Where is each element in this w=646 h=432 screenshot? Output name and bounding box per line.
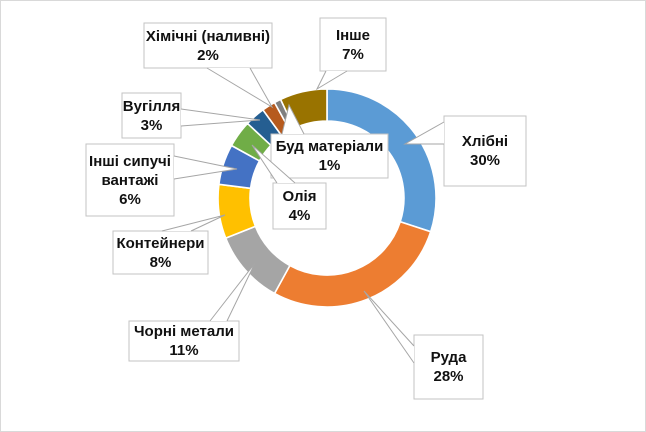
callout-box-8 (270, 133, 389, 179)
leader-pointer-8 (281, 103, 305, 135)
leader-pointer-5 (251, 144, 296, 184)
donut-segment-2 (224, 225, 291, 295)
callout-box-9 (319, 17, 387, 72)
leader-pointer-7 (206, 67, 274, 109)
callout-boxes (85, 17, 527, 400)
callout-pointers (161, 67, 445, 364)
callout-box-2 (128, 320, 240, 362)
leader-pointer-9 (315, 70, 348, 91)
leader-pointer-4 (173, 155, 238, 180)
leader-pointer-1 (363, 290, 415, 364)
donut-segments (217, 88, 437, 308)
callout-box-5 (272, 182, 327, 230)
callout-box-1 (413, 334, 484, 400)
callout-box-7 (143, 22, 273, 69)
leader-pointer-3 (161, 214, 226, 232)
callout-box-0 (443, 115, 527, 187)
leader-pointer-0 (403, 121, 445, 145)
leader-pointer-6 (180, 108, 261, 127)
callout-box-6 (121, 92, 182, 139)
callout-box-4 (85, 143, 175, 217)
leader-pointer-2 (209, 262, 256, 322)
donut-segment-1 (273, 220, 432, 308)
callout-box-3 (112, 230, 209, 275)
